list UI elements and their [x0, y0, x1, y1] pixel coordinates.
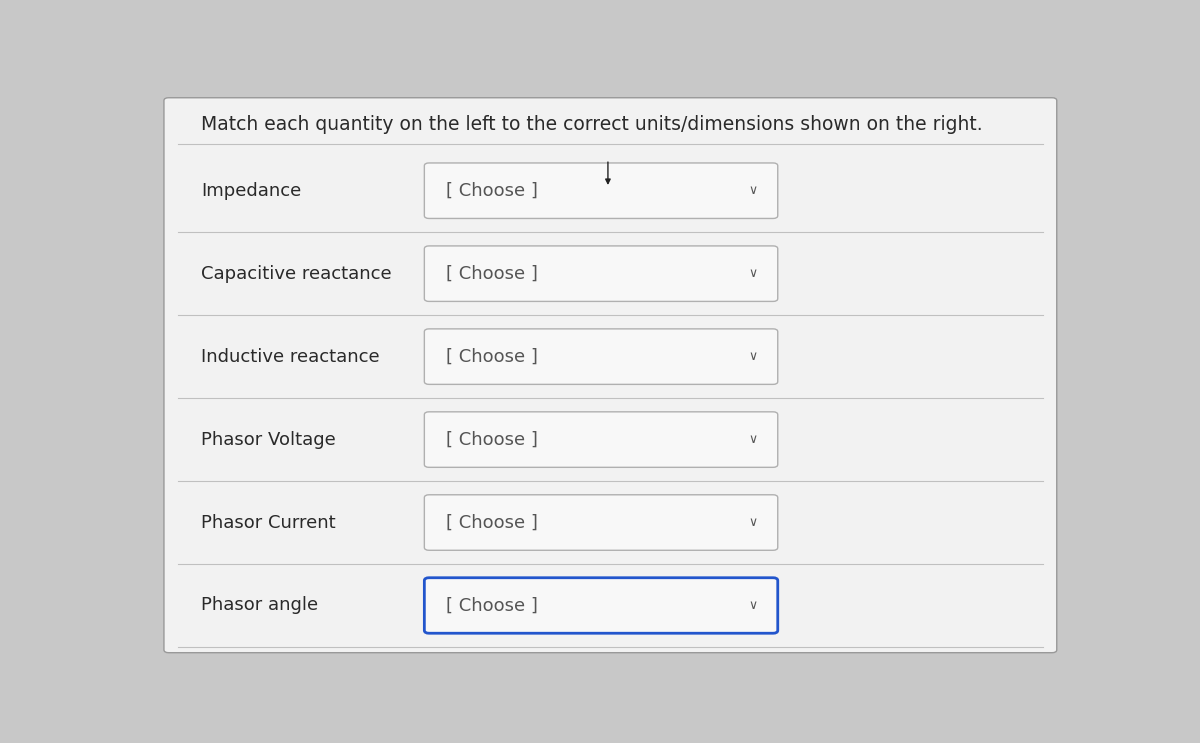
Text: ∨: ∨ — [748, 267, 757, 280]
Text: Match each quantity on the left to the correct units/dimensions shown on the rig: Match each quantity on the left to the c… — [202, 115, 983, 134]
FancyBboxPatch shape — [173, 399, 1048, 480]
FancyBboxPatch shape — [164, 98, 1057, 652]
FancyBboxPatch shape — [173, 317, 1048, 397]
Text: Phasor Current: Phasor Current — [202, 513, 336, 531]
FancyBboxPatch shape — [425, 578, 778, 633]
Text: [ Choose ]: [ Choose ] — [445, 431, 538, 449]
Text: ∨: ∨ — [748, 599, 757, 612]
Text: ∨: ∨ — [748, 184, 757, 197]
FancyBboxPatch shape — [425, 495, 778, 551]
Text: ∨: ∨ — [748, 350, 757, 363]
FancyBboxPatch shape — [173, 150, 1048, 231]
Text: ∨: ∨ — [748, 433, 757, 446]
Text: [ Choose ]: [ Choose ] — [445, 513, 538, 531]
Text: Capacitive reactance: Capacitive reactance — [202, 265, 391, 282]
Text: ∨: ∨ — [748, 516, 757, 529]
FancyBboxPatch shape — [425, 412, 778, 467]
FancyBboxPatch shape — [173, 482, 1048, 563]
FancyBboxPatch shape — [425, 246, 778, 302]
Text: [ Choose ]: [ Choose ] — [445, 348, 538, 366]
FancyBboxPatch shape — [425, 329, 778, 384]
FancyBboxPatch shape — [173, 565, 1048, 646]
Text: [ Choose ]: [ Choose ] — [445, 265, 538, 282]
Text: Phasor angle: Phasor angle — [202, 597, 318, 614]
Text: [ Choose ]: [ Choose ] — [445, 182, 538, 200]
Text: Inductive reactance: Inductive reactance — [202, 348, 379, 366]
FancyBboxPatch shape — [425, 163, 778, 218]
Text: Phasor Voltage: Phasor Voltage — [202, 431, 336, 449]
FancyBboxPatch shape — [173, 233, 1048, 314]
Text: Impedance: Impedance — [202, 182, 301, 200]
Text: [ Choose ]: [ Choose ] — [445, 597, 538, 614]
